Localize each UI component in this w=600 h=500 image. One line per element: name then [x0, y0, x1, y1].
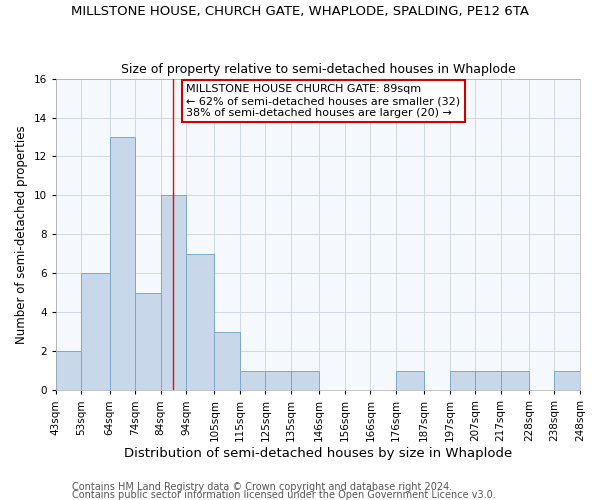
Bar: [161, 196, 186, 390]
Bar: [214, 332, 240, 390]
Y-axis label: Number of semi-detached properties: Number of semi-detached properties: [15, 125, 28, 344]
Text: MILLSTONE HOUSE, CHURCH GATE, WHAPLODE, SPALDING, PE12 6TA: MILLSTONE HOUSE, CHURCH GATE, WHAPLODE, …: [71, 5, 529, 18]
X-axis label: Distribution of semi-detached houses by size in Whaplode: Distribution of semi-detached houses by …: [124, 447, 512, 460]
Bar: [56, 352, 82, 391]
Bar: [135, 293, 161, 390]
Bar: [265, 371, 291, 390]
Title: Size of property relative to semi-detached houses in Whaplode: Size of property relative to semi-detach…: [121, 63, 515, 76]
Bar: [186, 254, 214, 390]
Text: Contains HM Land Registry data © Crown copyright and database right 2024.: Contains HM Land Registry data © Crown c…: [72, 482, 452, 492]
Bar: [240, 371, 265, 390]
Text: Contains public sector information licensed under the Open Government Licence v3: Contains public sector information licen…: [72, 490, 496, 500]
Bar: [110, 137, 135, 390]
Bar: [554, 371, 580, 390]
Bar: [291, 371, 319, 390]
Bar: [449, 371, 475, 390]
Bar: [475, 371, 501, 390]
Bar: [501, 371, 529, 390]
Bar: [396, 371, 424, 390]
Text: MILLSTONE HOUSE CHURCH GATE: 89sqm
← 62% of semi-detached houses are smaller (32: MILLSTONE HOUSE CHURCH GATE: 89sqm ← 62%…: [186, 84, 460, 117]
Bar: [82, 274, 110, 390]
